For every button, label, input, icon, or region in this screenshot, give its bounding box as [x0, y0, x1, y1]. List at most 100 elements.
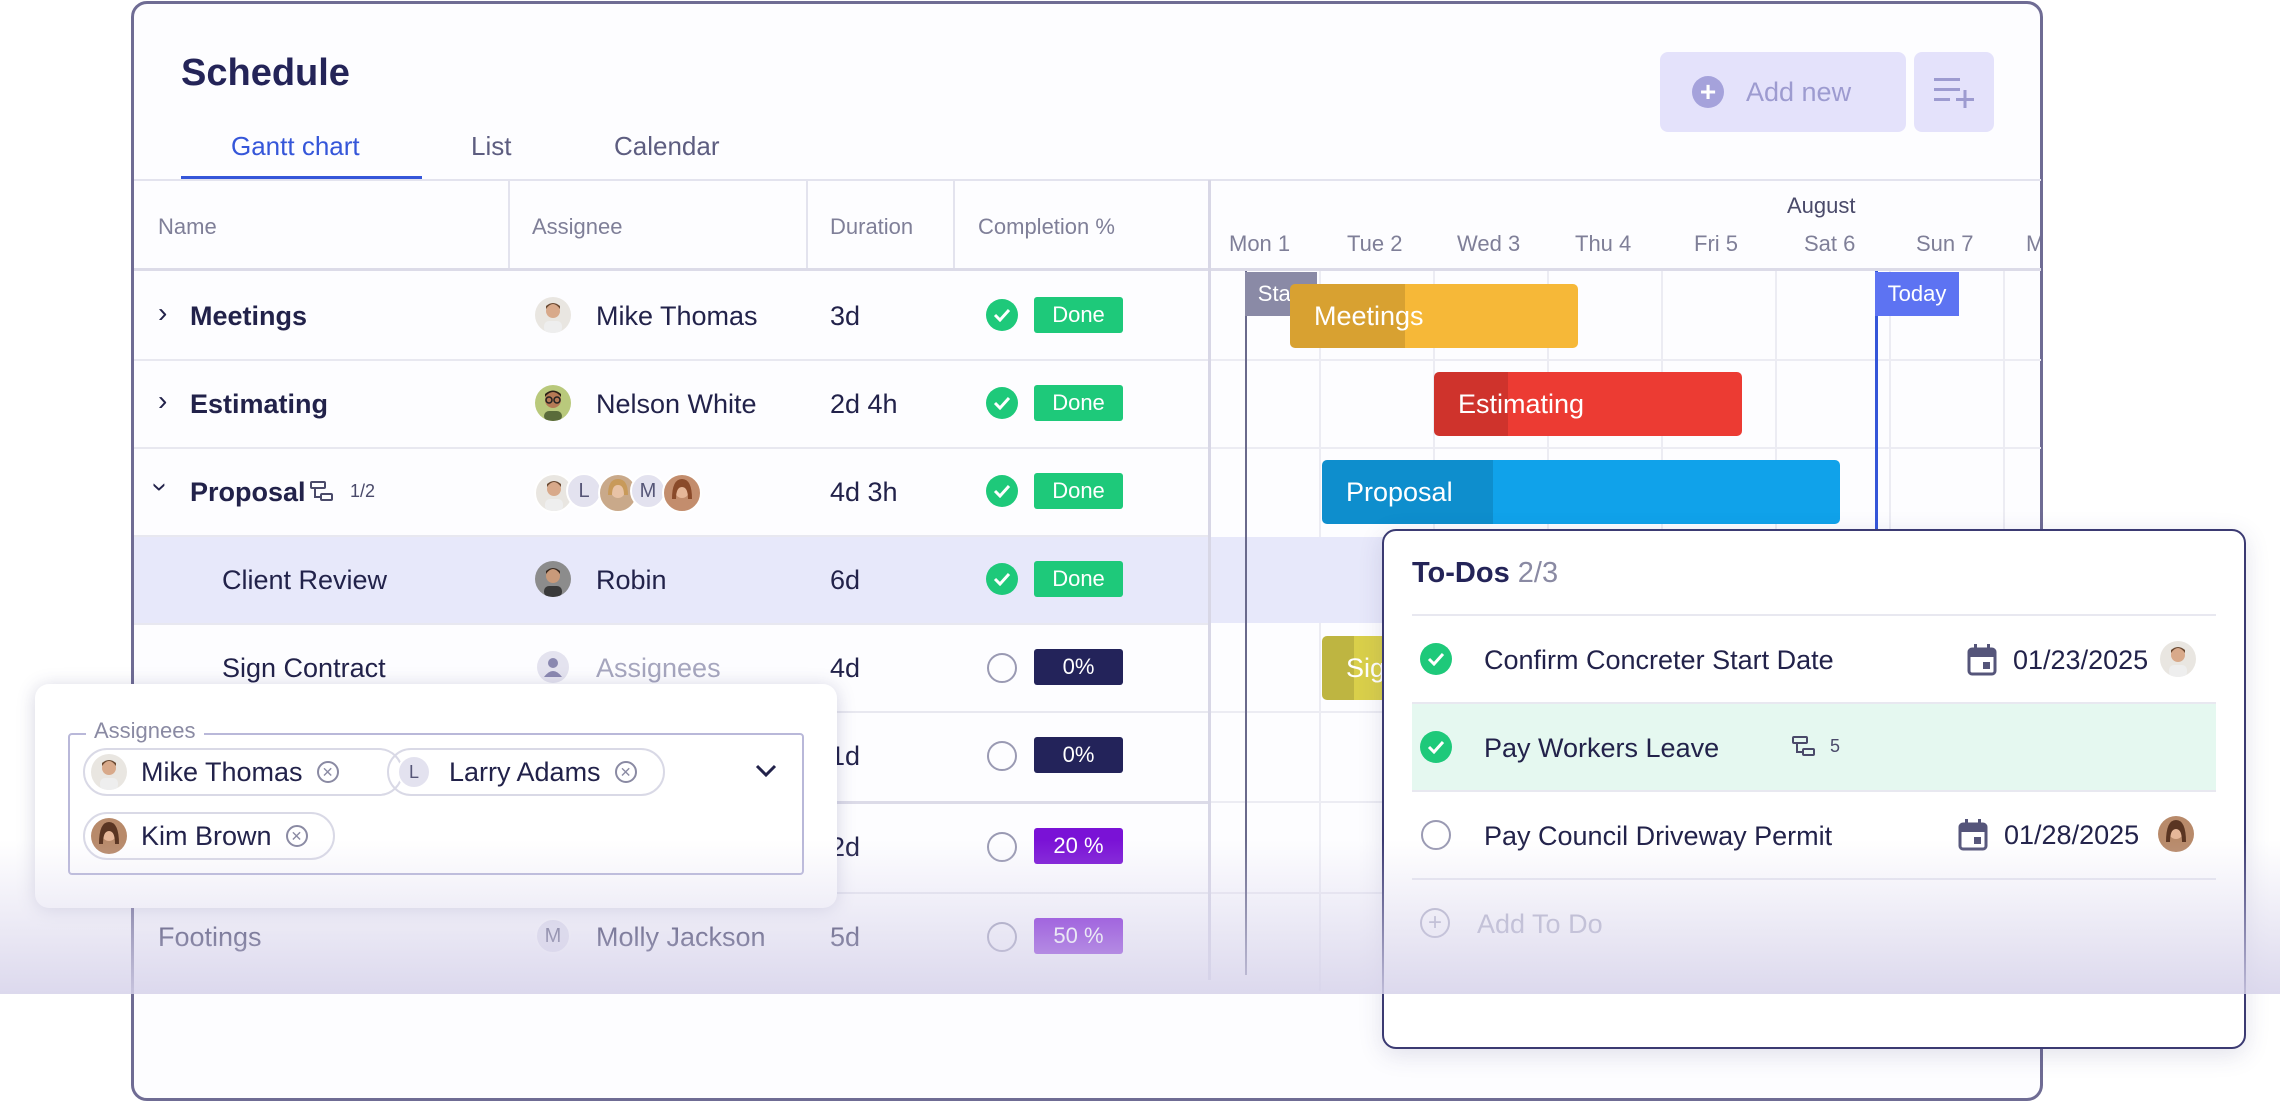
todos-count: 2/3: [1517, 557, 1559, 589]
divider: [1412, 614, 2216, 616]
todo-item[interactable]: Pay Council Driveway Permit 01/28/2025: [1412, 792, 2216, 878]
table-row[interactable]: Sign Contract Assignees 4d 0%: [134, 625, 1208, 711]
add-new-label: Add new: [1746, 76, 1852, 107]
assignee-chip[interactable]: L Larry Adams ✕: [387, 748, 665, 796]
duration: 5d: [830, 922, 861, 952]
row-divider: [134, 623, 1208, 625]
row-divider: [134, 535, 1208, 537]
column-header-name[interactable]: Name: [158, 214, 217, 239]
todo-label: Pay Workers Leave: [1484, 733, 1720, 763]
status-badge: Done: [1034, 561, 1123, 597]
bar-label: Proposal: [1346, 476, 1453, 507]
gantt-bar-estimating[interactable]: Estimating: [1434, 372, 1742, 436]
grid-line: [1211, 359, 2041, 361]
duration: 3d: [830, 301, 861, 331]
task-name: Estimating: [190, 389, 329, 419]
todo-date[interactable]: 01/23/2025: [2013, 645, 2149, 675]
avatar: [91, 754, 127, 790]
subtask-count: 5: [1830, 736, 1841, 756]
duration: 4d 3h: [830, 477, 898, 507]
gantt-day: Mon 1: [1229, 231, 1291, 256]
incomplete-circle-icon[interactable]: [987, 653, 1017, 683]
todo-item[interactable]: Confirm Concreter Start Date 01/23/2025: [1412, 616, 2216, 702]
grid-line: [1319, 271, 1321, 991]
table-row[interactable]: 1d 0%: [134, 713, 1208, 799]
incomplete-circle-icon[interactable]: [987, 922, 1017, 952]
chevron-down-icon[interactable]: ›: [145, 482, 177, 492]
incomplete-circle-icon[interactable]: [987, 832, 1017, 862]
bar-progress: [1290, 284, 1406, 348]
bar-progress: [1322, 460, 1493, 524]
status-badge: Done: [1034, 385, 1123, 421]
status-badge: 0%: [1034, 649, 1123, 685]
gantt-bar-proposal[interactable]: Proposal: [1322, 460, 1840, 524]
table-row[interactable]: Client Review Robin 6d Done: [134, 537, 1208, 623]
task-name: Client Review: [222, 565, 388, 595]
incomplete-circle-icon[interactable]: [987, 741, 1017, 771]
chevron-down-icon[interactable]: [755, 764, 777, 778]
column-header-duration[interactable]: Duration: [830, 214, 914, 239]
subtask-count: 1/2: [350, 481, 376, 501]
active-tab-indicator: [181, 176, 422, 180]
status-badge: Done: [1034, 297, 1123, 333]
check-icon[interactable]: [1420, 731, 1452, 763]
status-badge: Done: [1034, 473, 1123, 509]
table-row[interactable]: › Estimating Nelson White 2d 4h Done: [134, 361, 1208, 447]
bar-label: Meetings: [1314, 300, 1424, 331]
tab-gantt-chart[interactable]: Gantt chart: [231, 131, 360, 161]
start-line: [1245, 271, 1247, 975]
add-todo-button[interactable]: + Add To Do: [1412, 880, 1712, 966]
avatar: [535, 561, 571, 597]
check-icon[interactable]: [986, 563, 1018, 595]
check-icon[interactable]: [986, 387, 1018, 419]
header-top-divider: [134, 179, 2041, 181]
todos-title: To-Dos: [1412, 557, 1510, 589]
row-divider: [134, 447, 1208, 449]
incomplete-circle-icon[interactable]: [1421, 820, 1451, 850]
bar-label: Estimating: [1458, 388, 1585, 419]
avatar: [2158, 816, 2194, 852]
check-icon[interactable]: [986, 475, 1018, 507]
chevron-right-icon[interactable]: ›: [158, 297, 168, 328]
bar-label: Sig: [1346, 652, 1386, 683]
todo-label: Confirm Concreter Start Date: [1484, 645, 1834, 675]
remove-chip-icon[interactable]: ✕: [285, 825, 308, 847]
gantt-bar-meetings[interactable]: Meetings: [1290, 284, 1578, 348]
column-header-completion[interactable]: Completion %: [978, 214, 1115, 239]
table-row[interactable]: › Proposal 1/2 L M 4d 3h Done: [134, 449, 1208, 535]
add-new-button[interactable]: + Add new: [1660, 52, 1906, 132]
table-row[interactable]: › Meetings Mike Thomas 3d Done: [134, 271, 1208, 359]
todo-label: Pay Council Driveway Permit: [1484, 821, 1833, 851]
remove-chip-icon[interactable]: ✕: [614, 761, 637, 783]
assignee-name: Nelson White: [596, 389, 757, 419]
task-name: Footings: [158, 922, 262, 952]
check-icon[interactable]: [1420, 643, 1452, 675]
assignee-name: Mike Thomas: [596, 301, 758, 331]
todos-header: To-Dos 2/3: [1412, 557, 1558, 590]
assignee-name: Robin: [596, 565, 667, 595]
tab-calendar[interactable]: Calendar: [614, 131, 720, 161]
assignee-chip[interactable]: Mike Thomas ✕: [83, 748, 403, 796]
divider: [1412, 702, 2216, 704]
gantt-day: Sun 7: [1916, 231, 1974, 256]
todo-item[interactable]: Pay Workers Leave 5: [1412, 704, 2216, 790]
column-header-assignee[interactable]: Assignee: [532, 214, 623, 239]
check-icon[interactable]: [986, 299, 1018, 331]
chevron-right-icon[interactable]: ›: [158, 385, 168, 416]
todo-date[interactable]: 01/28/2025: [2004, 820, 2140, 850]
assignee-placeholder[interactable]: Assignees: [596, 653, 721, 683]
tab-list[interactable]: List: [471, 131, 512, 161]
remove-chip-icon[interactable]: ✕: [316, 761, 339, 783]
column-divider: [806, 180, 808, 268]
chip-label: Kim Brown: [141, 820, 272, 851]
assignee-chip[interactable]: Kim Brown ✕: [83, 812, 335, 860]
page-title: Schedule: [181, 52, 350, 94]
add-circle-icon: +: [1420, 908, 1450, 938]
add-list-button[interactable]: [1914, 52, 1994, 132]
avatar-initial: L: [566, 473, 602, 509]
avatar: [91, 818, 127, 854]
task-name: Proposal: [190, 477, 306, 507]
gantt-day: Tue 2: [1347, 231, 1403, 256]
duration: 4d: [830, 653, 861, 683]
column-divider: [953, 180, 955, 268]
